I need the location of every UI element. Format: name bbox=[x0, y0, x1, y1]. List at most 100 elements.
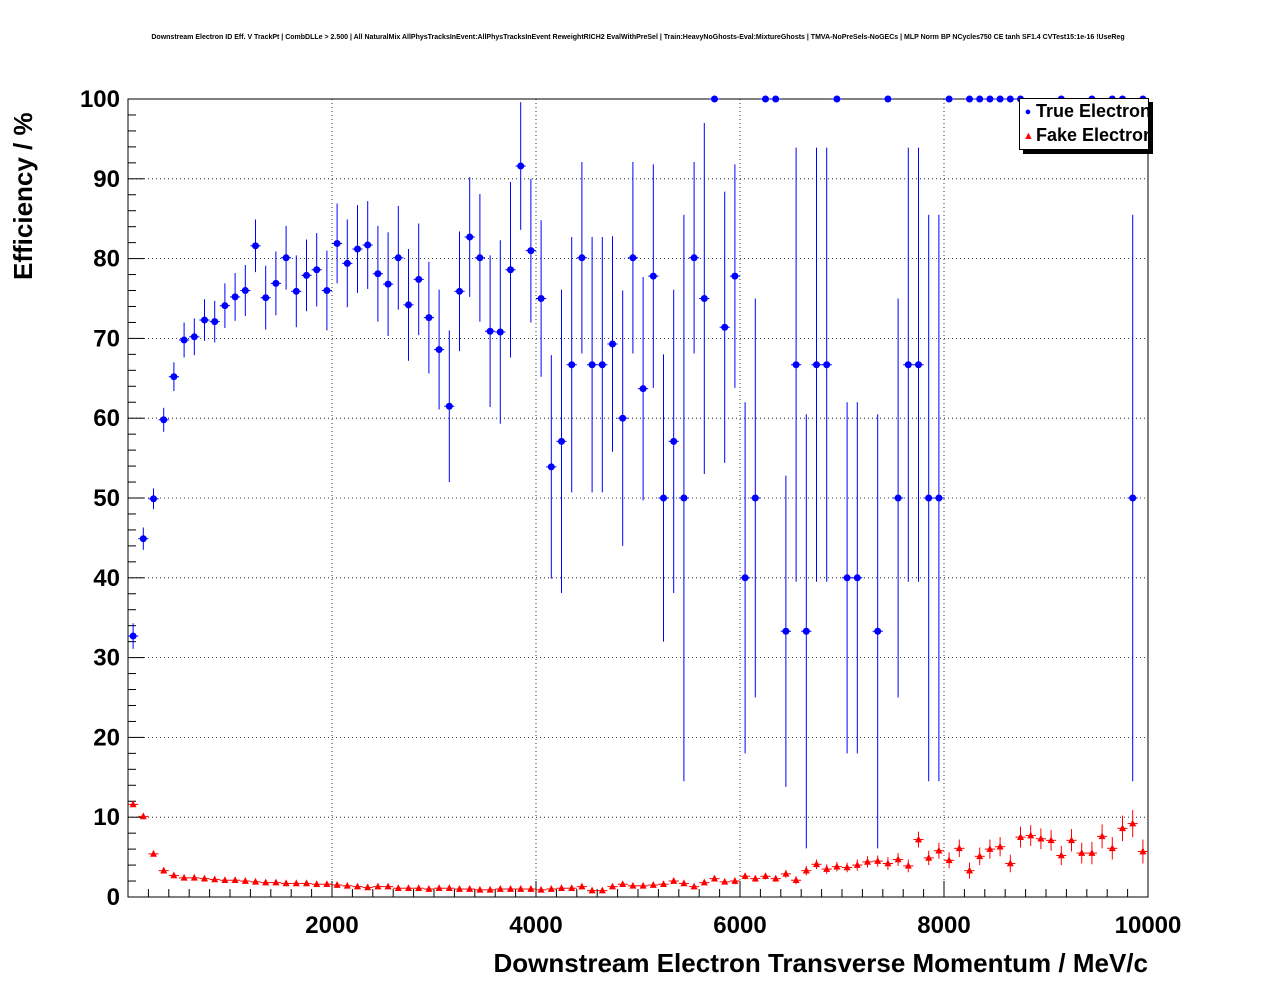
true-electron-point bbox=[292, 287, 300, 295]
legend-triangle-icon: ▲ bbox=[1023, 130, 1034, 143]
fake-electron-point bbox=[639, 881, 647, 889]
true-electron-point bbox=[241, 287, 249, 295]
fake-electron-point bbox=[598, 886, 606, 894]
fake-electron-point bbox=[609, 882, 616, 890]
fake-electron-point bbox=[374, 882, 382, 890]
true-electron-point bbox=[772, 95, 780, 103]
true-electron-point bbox=[884, 95, 892, 103]
true-electron-point bbox=[1129, 494, 1137, 502]
true-electron-point bbox=[823, 361, 831, 369]
fake-electron-point bbox=[578, 882, 586, 890]
y-tick-label: 60 bbox=[93, 405, 120, 432]
true-electron-point bbox=[221, 302, 229, 310]
fake-electron-point bbox=[884, 859, 892, 867]
fake-electron-point bbox=[1098, 832, 1106, 840]
true-electron-point bbox=[425, 314, 433, 322]
fake-electron-point bbox=[802, 866, 810, 874]
true-electron-point bbox=[476, 254, 484, 262]
true-electron-point bbox=[150, 495, 157, 503]
true-electron-point bbox=[639, 385, 647, 393]
true-electron-point bbox=[139, 535, 147, 543]
fake-electron-point bbox=[976, 852, 984, 860]
true-electron-point bbox=[996, 95, 1004, 103]
true-electron-point bbox=[843, 574, 851, 582]
true-electron-point bbox=[160, 416, 168, 424]
y-axis-label: Efficiency / % bbox=[8, 112, 38, 280]
fake-electron-point bbox=[1017, 833, 1024, 840]
fake-electron-point bbox=[384, 882, 392, 890]
fake-electron-point bbox=[272, 878, 280, 886]
y-tick-label: 50 bbox=[93, 485, 120, 512]
true-electron-point bbox=[333, 239, 341, 247]
fake-electron-point bbox=[568, 884, 576, 892]
chart-title: Downstream Electron ID Eff. V TrackPt | … bbox=[151, 34, 1125, 41]
true-electron-point bbox=[619, 414, 627, 422]
fake-electron-point bbox=[823, 865, 831, 872]
fake-electron-point bbox=[354, 882, 361, 890]
fake-electron-point bbox=[762, 872, 769, 880]
legend-entry-fake-electron: ▲ Fake Electron bbox=[1023, 125, 1154, 146]
true-electron-point bbox=[782, 627, 790, 635]
fake-electron-point bbox=[507, 885, 514, 892]
true-electron-point bbox=[394, 254, 402, 262]
fake-electron-point bbox=[180, 873, 188, 881]
y-tick-label: 80 bbox=[93, 246, 120, 273]
x-tick-label: 2000 bbox=[305, 912, 358, 939]
legend-entry-true-electron: ● True Electron bbox=[1023, 101, 1151, 122]
fake-electron-point bbox=[955, 844, 963, 852]
fake-electron-point bbox=[1037, 834, 1045, 842]
true-electron-point bbox=[354, 245, 361, 253]
fake-electron-point bbox=[588, 886, 596, 894]
true-electron-point bbox=[180, 336, 188, 344]
fake-electron-point bbox=[751, 874, 759, 882]
fake-electron-point bbox=[894, 855, 902, 863]
fake-electron-point bbox=[782, 869, 790, 877]
fake-electron-point bbox=[904, 861, 912, 869]
fake-electron-point bbox=[772, 874, 780, 882]
true-electron-point bbox=[527, 247, 535, 255]
true-electron-point bbox=[364, 241, 372, 249]
true-electron-point bbox=[935, 494, 943, 502]
fake-electron-point bbox=[925, 853, 933, 861]
true-electron-point bbox=[456, 287, 463, 295]
fake-electron-point bbox=[966, 866, 973, 874]
fake-electron-point bbox=[915, 835, 922, 843]
fake-electron-point bbox=[741, 872, 749, 880]
legend-label-fake-electron: Fake Electron bbox=[1036, 125, 1155, 145]
true-electron-point bbox=[578, 254, 586, 262]
fake-electron-point bbox=[496, 885, 504, 892]
fake-electron-point bbox=[1057, 851, 1065, 859]
true-electron-point bbox=[853, 574, 861, 582]
fake-electron-point bbox=[629, 881, 637, 889]
true-electron-point bbox=[802, 627, 810, 635]
fake-electron-point bbox=[1139, 847, 1147, 855]
y-tick-label: 70 bbox=[93, 325, 120, 352]
fake-electron-point bbox=[231, 876, 239, 884]
true-electron-point bbox=[925, 494, 933, 502]
fake-electron-point bbox=[160, 866, 168, 874]
true-electron-point bbox=[384, 280, 392, 288]
y-tick-label: 0 bbox=[107, 884, 120, 911]
fake-electron-point bbox=[986, 845, 994, 852]
true-electron-point bbox=[282, 254, 290, 262]
y-tick-label: 90 bbox=[93, 166, 120, 193]
true-electron-point bbox=[670, 437, 678, 445]
fake-electron-point bbox=[1119, 824, 1126, 832]
true-electron-point bbox=[558, 437, 565, 445]
fake-electron-point bbox=[333, 881, 341, 888]
fake-electron-point bbox=[700, 878, 708, 886]
true-electron-point bbox=[762, 95, 769, 103]
true-electron-point bbox=[711, 95, 718, 103]
fake-electron-point bbox=[547, 885, 555, 892]
fake-electron-point bbox=[1088, 849, 1096, 856]
true-electron-point bbox=[976, 95, 984, 103]
fake-electron-point bbox=[1108, 844, 1116, 852]
fake-electron-point bbox=[303, 879, 310, 887]
true-electron-point bbox=[986, 95, 994, 103]
fake-electron-point bbox=[792, 876, 800, 884]
x-axis-label: Downstream Electron Transverse Momentum … bbox=[493, 948, 1148, 978]
fake-electron-point bbox=[425, 885, 433, 892]
fake-electron-point bbox=[935, 846, 943, 854]
true-electron-point bbox=[680, 494, 688, 502]
fake-electron-point bbox=[996, 842, 1004, 850]
